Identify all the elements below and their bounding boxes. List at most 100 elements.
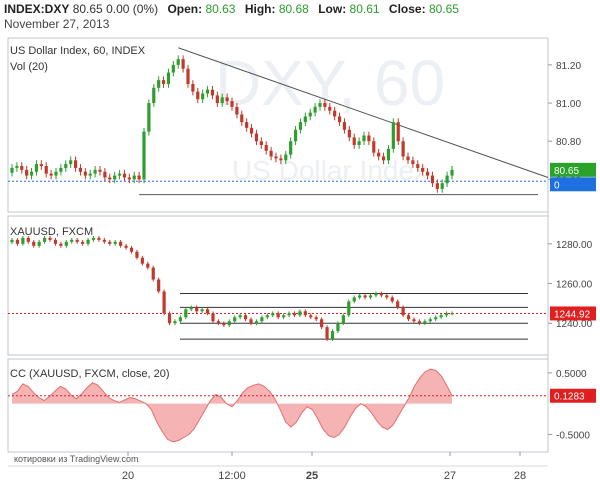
dxy-last-badge: 80.65	[554, 166, 579, 177]
candle-body	[103, 171, 107, 178]
candle-body	[260, 317, 264, 322]
candle-body	[374, 293, 378, 296]
candle-body	[243, 315, 248, 320]
candle-body	[445, 175, 449, 184]
candle-body	[44, 166, 48, 174]
candle-body	[235, 106, 239, 115]
candle-body	[271, 313, 275, 316]
candle-body	[347, 301, 351, 316]
candle-body	[64, 241, 68, 246]
candle-body	[401, 307, 405, 316]
y-tick-label: 1280.00	[556, 240, 593, 251]
candle-body	[287, 313, 291, 316]
candle-body	[309, 315, 313, 318]
candle-body	[173, 321, 177, 324]
candle-body	[222, 323, 226, 326]
candle-body	[10, 239, 14, 243]
candle-body	[450, 313, 454, 315]
candle-body	[181, 59, 185, 69]
candle-body	[124, 245, 128, 248]
candle-body	[140, 257, 144, 264]
candle-body	[298, 122, 303, 130]
candle-body	[191, 83, 195, 92]
y-tick-label: 81.20	[556, 61, 581, 72]
y-tick-label: 81.00	[556, 99, 581, 110]
y-tick-label: 0.5000	[556, 369, 587, 380]
candle-body	[390, 297, 394, 302]
chart-date: November 27, 2013	[4, 17, 110, 31]
candle-body	[97, 237, 101, 240]
candle-body	[411, 160, 415, 165]
candle-body	[381, 156, 386, 161]
candle-body	[357, 141, 361, 146]
candle-body	[26, 237, 30, 242]
candle-body	[385, 295, 389, 298]
candle-body	[10, 167, 14, 173]
candle-body	[320, 319, 324, 328]
candle-body	[166, 72, 171, 84]
candle-body	[196, 91, 200, 100]
candle-body	[303, 116, 307, 123]
candle-body	[423, 321, 427, 324]
dxy-ref-badge: 0	[554, 180, 560, 191]
candle-body	[269, 150, 273, 157]
candle-body	[425, 171, 430, 176]
candle-body	[238, 315, 242, 318]
candle-body	[276, 313, 280, 318]
candle-body	[430, 175, 435, 184]
candle-body	[15, 166, 19, 168]
candle-body	[377, 152, 381, 157]
candle-body	[108, 177, 112, 180]
candle-body	[259, 141, 263, 146]
candle-body	[86, 239, 90, 244]
candle-body	[39, 164, 43, 167]
dxy-descending-trendline	[178, 47, 549, 178]
candle-body	[391, 122, 395, 149]
candle-body	[274, 156, 278, 159]
candle-body	[225, 97, 229, 102]
candle-body	[396, 122, 400, 142]
candle-body	[249, 319, 253, 324]
candle-body	[64, 164, 68, 168]
candle-body	[29, 171, 34, 176]
close-label: Close:	[388, 2, 426, 16]
open-label: Open:	[167, 2, 203, 16]
candle-body	[32, 241, 36, 246]
candle-body	[435, 183, 439, 189]
dxy-panel-title: US Dollar Index, 60, INDEX	[10, 45, 146, 57]
candle-body	[151, 267, 155, 280]
candle-body	[129, 247, 134, 252]
candle-body	[171, 64, 175, 73]
candle-body	[113, 241, 117, 244]
candle-body	[137, 175, 141, 180]
candle-body	[178, 317, 182, 322]
candle-body	[200, 309, 204, 312]
candle-body	[352, 297, 356, 302]
candle-body	[161, 80, 166, 84]
candle-body	[215, 95, 219, 104]
candle-body	[210, 89, 215, 96]
candle-body	[362, 135, 366, 142]
candle-body	[406, 156, 410, 161]
candle-body	[417, 321, 422, 324]
x-tick-label: 20	[122, 470, 134, 482]
candle-body	[318, 103, 322, 107]
candle-body	[25, 169, 29, 176]
candle-body	[78, 167, 83, 172]
candle-body	[293, 129, 298, 142]
candle-body	[264, 145, 268, 151]
candle-body	[113, 175, 117, 180]
low-label: Low:	[318, 2, 347, 16]
candle-body	[254, 133, 259, 142]
dxy-volume-label: Vol (20)	[10, 61, 48, 73]
candle-body	[406, 315, 411, 320]
candle-body	[88, 173, 92, 176]
low-value: 80.61	[349, 2, 380, 16]
candle-body	[119, 241, 123, 246]
candle-body	[333, 110, 337, 117]
dxy-last-badge-bg	[550, 162, 596, 177]
candle-body	[450, 169, 454, 176]
candle-body	[49, 173, 53, 176]
candle-body	[336, 323, 340, 332]
